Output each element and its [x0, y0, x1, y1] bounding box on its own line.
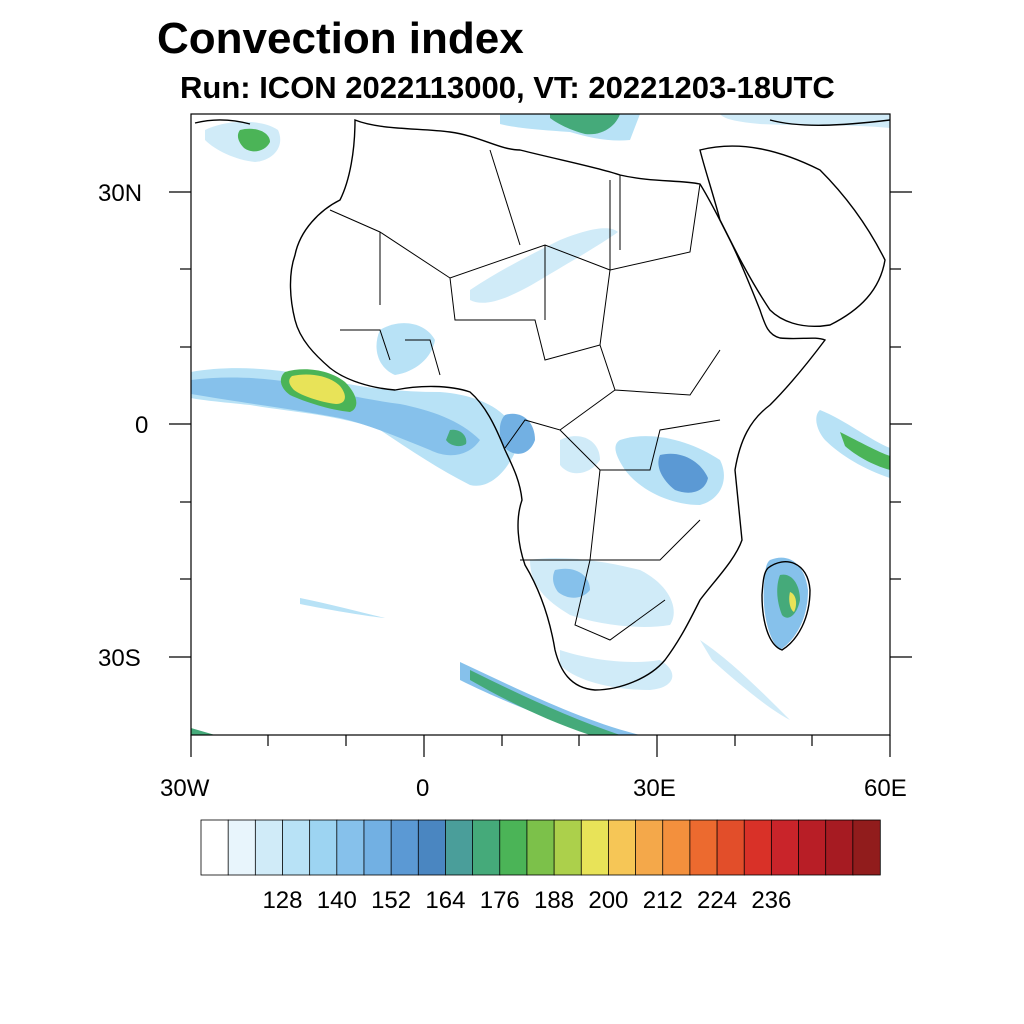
- colorbar-label: 236: [751, 887, 792, 914]
- colorbar-swatch: [200, 819, 229, 876]
- colorbar-label: 188: [534, 887, 575, 914]
- colorbar-swatch: [336, 819, 365, 876]
- colorbar: [200, 819, 881, 876]
- convection-field: [191, 114, 890, 735]
- colorbar-label: 128: [262, 887, 303, 914]
- coastlines: [194, 118, 890, 691]
- colorbar-swatch: [363, 819, 392, 876]
- x-axis-label-30e: 30E: [633, 775, 676, 802]
- colorbar-swatch: [608, 819, 637, 876]
- colorbar-swatch: [662, 819, 691, 876]
- colorbar-swatch: [254, 819, 284, 876]
- map-plot-area: [191, 114, 890, 735]
- colorbar-swatch: [743, 819, 773, 876]
- colorbar-swatch: [689, 819, 718, 876]
- colorbar-label: 152: [371, 887, 412, 914]
- colorbar-swatch: [553, 819, 582, 876]
- colorbar-swatch: [526, 819, 555, 876]
- y-axis-label-30n: 30N: [98, 180, 143, 207]
- colorbar-swatch: [282, 819, 311, 876]
- colorbar-label: 140: [316, 887, 357, 914]
- map-subtitle: Run: ICON 2022113000, VT: 20221203-18UTC: [180, 70, 835, 105]
- colorbar-swatch: [798, 819, 827, 876]
- colorbar-swatch: [635, 819, 664, 876]
- colorbar-swatch: [825, 819, 854, 876]
- colorbar-swatch: [390, 819, 419, 876]
- colorbar-swatch: [417, 819, 447, 876]
- colorbar-label: 176: [479, 887, 520, 914]
- country-borders: [329, 149, 721, 641]
- colorbar-swatch: [580, 819, 610, 876]
- y-axis-label-30s: 30S: [98, 645, 141, 672]
- x-axis-label-0: 0: [416, 775, 430, 802]
- colorbar-swatch: [227, 819, 257, 876]
- x-axis-label-60e: 60E: [864, 775, 907, 802]
- colorbar-label: 200: [588, 887, 629, 914]
- colorbar-swatch: [716, 819, 745, 876]
- colorbar-swatch: [770, 819, 800, 876]
- colorbar-swatch: [499, 819, 528, 876]
- colorbar-swatch: [852, 819, 881, 876]
- map-title: Convection index: [157, 14, 524, 63]
- axis-ticks: [169, 191, 912, 757]
- y-axis-label-0: 0: [135, 412, 149, 439]
- colorbar-label: 212: [642, 887, 683, 914]
- x-axis-label-30w: 30W: [160, 775, 210, 802]
- colorbar-swatch: [445, 819, 474, 876]
- colorbar-label: 224: [697, 887, 738, 914]
- colorbar-label: 164: [425, 887, 466, 914]
- colorbar-swatch: [472, 819, 501, 876]
- colorbar-swatch: [309, 819, 338, 876]
